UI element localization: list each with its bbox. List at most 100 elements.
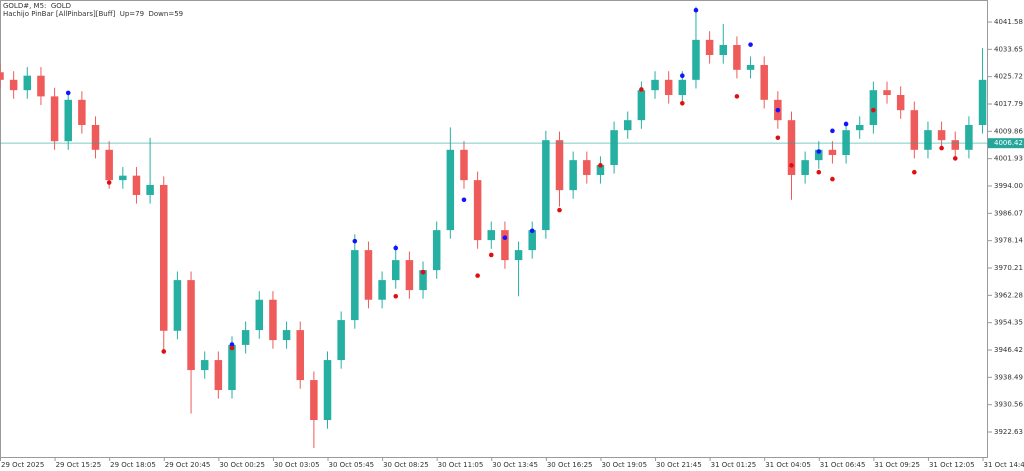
pinbar-marker: [693, 7, 699, 13]
candle-body: [405, 260, 414, 291]
pinbar-marker: [393, 245, 399, 251]
candle-body: [705, 39, 714, 56]
candle-body: [651, 79, 659, 91]
candle-body: [378, 280, 386, 300]
candle-body: [965, 124, 973, 150]
candle-body: [187, 280, 195, 371]
candle-body: [501, 230, 509, 261]
pinbar-marker: [529, 228, 535, 234]
candle-body: [337, 320, 345, 361]
candle-body: [760, 65, 768, 100]
y-tick-label: 3922.63: [994, 428, 1023, 436]
candle-body: [937, 130, 946, 141]
pinbar-marker: [734, 94, 740, 99]
x-tick-label: 29 Oct 20:45: [165, 461, 211, 469]
pinbar-marker: [680, 73, 685, 78]
candle-body: [664, 79, 673, 95]
candle-body: [78, 99, 86, 125]
candle-body: [692, 39, 700, 80]
pinbar-marker: [229, 342, 235, 347]
candle-body: [473, 180, 482, 241]
y-tick-label: 3986.07: [994, 209, 1023, 217]
candle-body: [869, 90, 878, 125]
pinbar-marker: [420, 269, 426, 275]
y-tick-label: 3946.42: [994, 346, 1023, 354]
y-tick-label: 3978.14: [994, 237, 1023, 245]
plot-frame: [0, 0, 988, 458]
candle-body: [255, 299, 264, 331]
candle-body: [391, 260, 400, 281]
candle-body: [91, 124, 100, 150]
candle-body: [883, 90, 891, 95]
candle-body: [896, 94, 905, 111]
y-tick-label: 3938.49: [994, 373, 1023, 381]
y-tick-label: 3954.35: [994, 319, 1023, 327]
chart-title: GOLD#, M5: GOLD: [3, 2, 71, 10]
candle-body: [842, 130, 850, 155]
candle-body: [132, 175, 141, 195]
pinbar-marker: [830, 176, 835, 182]
y-tick-label: 4025.72: [994, 73, 1023, 81]
x-tick-label: 30 Oct 11:05: [438, 461, 484, 469]
candle-body: [214, 360, 223, 391]
candle-body: [610, 130, 618, 165]
pinbar-marker: [639, 87, 644, 92]
x-tick-label: 29 Oct 18:05: [110, 461, 156, 469]
candle-body: [364, 250, 373, 300]
x-tick-label: 30 Oct 03:05: [274, 461, 320, 469]
pinbar-marker: [775, 107, 781, 113]
candle-body: [910, 110, 919, 150]
x-tick-label: 31 Oct 14:45: [984, 461, 1024, 469]
candle-body: [64, 99, 72, 142]
candle-body: [555, 140, 564, 191]
candle-body: [296, 330, 304, 381]
x-tick-label: 30 Oct 08:25: [383, 461, 429, 469]
pinbar-marker: [488, 252, 494, 258]
candle-body: [37, 75, 45, 97]
y-tick-label: 3962.28: [994, 291, 1023, 299]
pinbar-marker: [352, 238, 358, 244]
candle-body: [460, 149, 468, 181]
candle-body: [596, 164, 605, 175]
x-tick-label: 31 Oct 12:05: [929, 461, 975, 469]
pinbar-marker: [789, 163, 794, 168]
candle-body: [241, 330, 250, 345]
indicator-label: Hachijo PinBar [AllPinbars][Buff] Up=79 …: [3, 10, 183, 18]
candle-body: [746, 65, 755, 70]
pinbar-marker: [816, 169, 822, 175]
candle-body: [787, 120, 796, 175]
candle-body: [855, 124, 864, 131]
last-price-label: 4006.42: [994, 139, 1023, 147]
x-tick-label: 31 Oct 06:45: [820, 461, 866, 469]
candle-body: [623, 120, 632, 131]
pinbar-marker: [229, 345, 235, 351]
x-tick-label: 31 Oct 04:05: [765, 461, 811, 469]
y-tick-label: 4009.86: [994, 127, 1023, 135]
pinbar-marker: [106, 180, 112, 185]
candle-body: [678, 79, 687, 95]
candle-body: [528, 230, 536, 251]
candle-body: [419, 270, 427, 291]
candle-body: [310, 380, 318, 421]
candle-body: [637, 90, 646, 121]
pinbar-marker: [748, 42, 753, 47]
candle-body: [978, 79, 987, 125]
pinbar-marker: [680, 100, 685, 106]
x-tick-label: 31 Oct 09:25: [874, 461, 920, 469]
candle-body: [323, 360, 332, 421]
x-tick-label: 30 Oct 05:45: [329, 461, 375, 469]
candle-body: [542, 140, 550, 231]
x-tick-label: 30 Oct 16:25: [547, 461, 593, 469]
pinbar-marker: [393, 294, 399, 299]
candle-body: [569, 160, 577, 191]
candle-body: [228, 344, 236, 391]
pinbar-marker: [939, 145, 944, 151]
candle-body: [146, 184, 154, 195]
candle-body: [173, 280, 182, 331]
last-price-box: [988, 138, 1024, 149]
pinbar-marker: [830, 128, 835, 134]
x-tick-label: 31 Oct 01:25: [711, 461, 757, 469]
candle-body: [200, 360, 209, 371]
